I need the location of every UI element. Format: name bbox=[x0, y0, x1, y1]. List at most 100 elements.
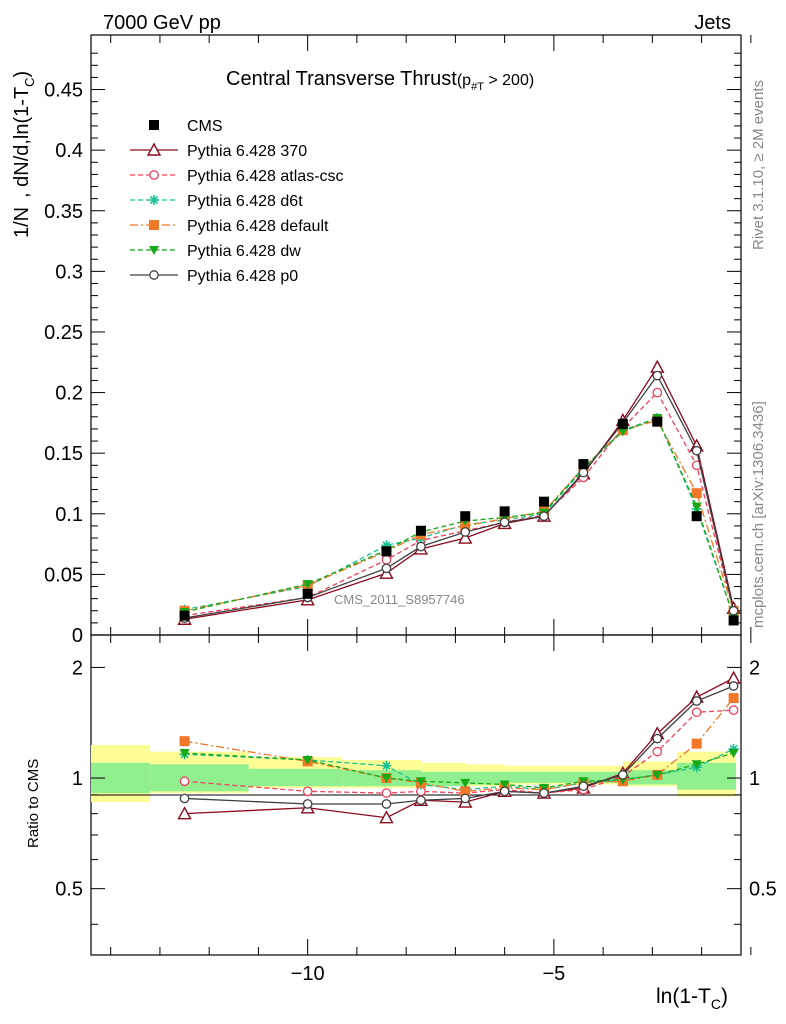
data-point bbox=[691, 460, 702, 471]
data-point bbox=[728, 605, 739, 616]
ratio-y-tick-label: 0.5 bbox=[55, 879, 83, 901]
ratio-point bbox=[302, 799, 313, 809]
data-point bbox=[652, 370, 663, 381]
ratio-point bbox=[416, 795, 426, 806]
main-y-tick-label: 0 bbox=[72, 625, 83, 647]
legend-marker bbox=[149, 246, 159, 255]
ratio-point bbox=[179, 793, 190, 804]
ratio-y-tick-label-right: 0.5 bbox=[749, 879, 777, 901]
ratio-y-axis: 2 2 1 1 0.5 0.5 bbox=[55, 657, 777, 925]
series-line bbox=[184, 391, 735, 617]
ratio-point bbox=[381, 774, 392, 784]
series-mc-6 bbox=[179, 370, 739, 623]
data-point bbox=[381, 540, 392, 551]
ratio-point bbox=[460, 793, 471, 804]
legend-marker bbox=[149, 120, 159, 130]
main-y-tick-label: 0.2 bbox=[55, 383, 83, 405]
series-line bbox=[184, 417, 735, 618]
data-point bbox=[652, 387, 663, 398]
ratio-point bbox=[652, 770, 663, 780]
data-point bbox=[617, 419, 628, 430]
ratio-point bbox=[652, 746, 663, 757]
data-point bbox=[499, 506, 510, 517]
header-left: 7000 GeV pp bbox=[103, 12, 221, 34]
ratio-y-tick-label-right: 1 bbox=[749, 768, 760, 790]
data-point bbox=[691, 445, 702, 456]
ratio-point bbox=[179, 776, 190, 787]
rivet-side-label: Rivet 3.1.10, ≥ 2M events bbox=[750, 80, 767, 250]
legend-label: Pythia 6.428 370 bbox=[187, 143, 307, 160]
data-point bbox=[539, 511, 549, 522]
legend-item-0: CMS bbox=[149, 118, 223, 135]
ratio-point bbox=[302, 786, 313, 797]
series-cms bbox=[179, 416, 739, 626]
ratio-point bbox=[499, 786, 510, 797]
main-y-axis: 0.45 0.4 0.35 0.3 0.25 0.2 0.15 0.1 0.05 0 bbox=[44, 52, 741, 647]
legend-marker bbox=[149, 270, 159, 280]
ratio-point bbox=[617, 770, 628, 780]
data-point bbox=[302, 588, 313, 599]
data-point bbox=[302, 580, 313, 590]
legend-item-2: Pythia 6.428 atlas-csc bbox=[130, 168, 344, 185]
legend-marker bbox=[149, 220, 159, 230]
ratio-point bbox=[728, 743, 739, 754]
x-axis: −10 −5 bbox=[110, 35, 752, 985]
ratio-point bbox=[381, 760, 392, 771]
data-point bbox=[381, 546, 392, 557]
ratio-point bbox=[381, 799, 392, 809]
ratio-point bbox=[691, 707, 702, 718]
legend-item-5: Pythia 6.428 dw bbox=[130, 243, 301, 260]
data-point bbox=[539, 496, 550, 507]
main-series-group bbox=[177, 359, 741, 626]
main-y-tick-label: 0.45 bbox=[44, 80, 83, 102]
x-axis-label: ln(1-TC) bbox=[656, 985, 728, 1012]
ratio-band-inner bbox=[583, 771, 623, 783]
ratio-bands bbox=[91, 744, 737, 803]
ratio-point bbox=[728, 705, 739, 716]
data-point bbox=[381, 554, 392, 565]
legend-marker bbox=[149, 195, 159, 205]
ratio-point bbox=[381, 788, 392, 798]
series-line bbox=[184, 417, 735, 618]
series-mc-3 bbox=[179, 413, 739, 622]
ratio-point bbox=[460, 786, 471, 797]
ratio-point bbox=[177, 806, 192, 820]
ratio-point bbox=[578, 781, 589, 792]
ratio-y-tick-label: 1 bbox=[72, 768, 83, 790]
ratio-point bbox=[652, 733, 663, 744]
legend-item-3: Pythia 6.428 d6t bbox=[130, 193, 303, 210]
data-point bbox=[416, 541, 426, 552]
x-tick-label: −5 bbox=[542, 963, 565, 985]
ratio-series-group bbox=[177, 670, 741, 824]
main-y-tick-label: 0.1 bbox=[55, 504, 83, 526]
header-right: Jets bbox=[694, 12, 731, 34]
main-y-tick-label: 0.3 bbox=[55, 261, 83, 283]
series-line bbox=[184, 365, 735, 620]
ratio-point bbox=[179, 736, 190, 747]
ratio-point bbox=[415, 777, 426, 787]
legend-item-4: Pythia 6.428 default bbox=[130, 218, 329, 235]
data-point bbox=[460, 527, 471, 537]
data-point bbox=[578, 467, 589, 478]
ratio-y-axis-label: Ratio to CMS bbox=[25, 759, 42, 848]
chart-title: Central Transverse Thrust(p#T > 200) bbox=[226, 68, 534, 93]
main-y-tick-label: 0.15 bbox=[44, 443, 83, 465]
main-y-axis-label: 1/N , dN/d,ln(1-TC) bbox=[11, 71, 37, 238]
ratio-line bbox=[184, 697, 735, 792]
series-mc-5 bbox=[179, 414, 739, 622]
ratio-line bbox=[184, 709, 734, 794]
data-point bbox=[458, 530, 473, 544]
main-y-tick-label: 0.35 bbox=[44, 201, 83, 223]
data-point bbox=[691, 511, 702, 522]
ratio-series-6 bbox=[179, 681, 739, 809]
main-y-tick-label: 0.4 bbox=[55, 140, 83, 162]
main-y-tick-label: 0.25 bbox=[44, 322, 83, 344]
main-y-tick-label: 0.05 bbox=[44, 564, 83, 586]
series-line bbox=[184, 419, 735, 612]
ratio-line bbox=[184, 677, 734, 819]
ratio-point bbox=[691, 760, 702, 770]
data-point bbox=[578, 459, 589, 470]
legend-label: Pythia 6.428 p0 bbox=[187, 268, 298, 285]
ratio-band-inner bbox=[504, 771, 584, 783]
